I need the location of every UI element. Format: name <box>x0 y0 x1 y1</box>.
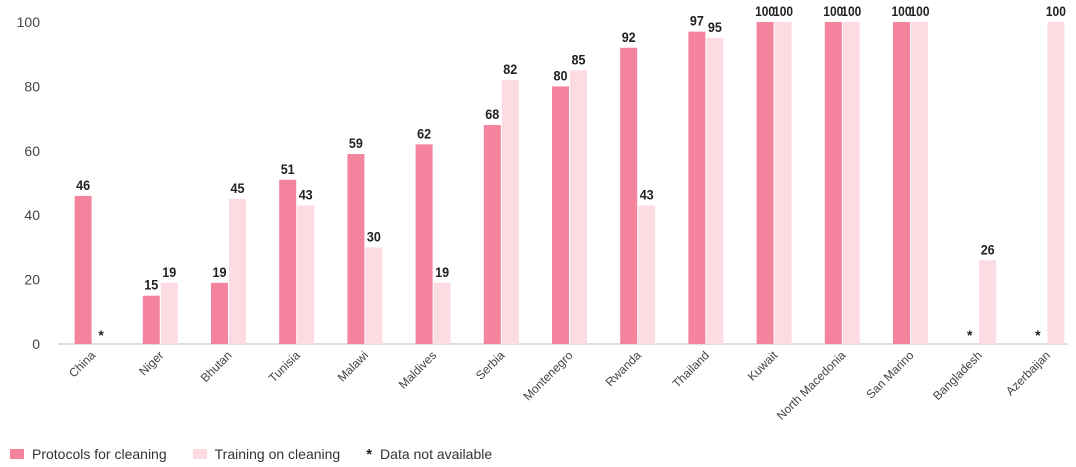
x-tick-label: Serbia <box>473 348 508 383</box>
bar-training <box>433 282 451 344</box>
data-label-training: 26 <box>981 241 995 257</box>
data-label-protocols: 46 <box>76 177 90 193</box>
bar-training <box>229 199 246 344</box>
missing-data-marker: * <box>1035 327 1041 343</box>
data-label-protocols: 15 <box>144 277 158 293</box>
bar-protocols <box>824 22 842 344</box>
data-label-protocols: 92 <box>622 29 636 45</box>
bar-training <box>774 22 792 344</box>
bar-protocols <box>142 295 160 344</box>
data-label-training: 85 <box>572 51 586 67</box>
data-label-protocols: 100 <box>823 3 843 19</box>
bar-protocols <box>756 22 774 344</box>
bar-protocols <box>415 144 433 344</box>
x-tick-label: Azerbaijan <box>1003 348 1053 398</box>
bar-training <box>979 260 997 344</box>
legend-label-not-available: Data not available <box>380 446 493 462</box>
x-tick-label: Niger <box>136 348 166 378</box>
legend-swatch-protocols <box>10 449 24 459</box>
x-tick-label: Rwanda <box>603 348 644 389</box>
x-tick-label: North Macedonia <box>774 348 849 423</box>
bar-protocols <box>279 179 297 344</box>
bar-protocols <box>552 86 569 345</box>
bar-training <box>570 70 587 345</box>
x-tick-label: Thailand <box>670 348 712 390</box>
bar-training <box>1047 22 1065 344</box>
bar-training <box>160 282 178 344</box>
data-label-training: 95 <box>708 19 722 35</box>
bar-chart: 02040608010046*China1519Niger1945Bhutan5… <box>17 3 1068 423</box>
bar-training <box>706 38 724 344</box>
x-tick-label: Maldives <box>396 348 439 391</box>
y-tick-label: 60 <box>24 143 40 159</box>
missing-data-marker: * <box>98 327 104 343</box>
bar-protocols <box>620 47 638 344</box>
x-tick-label: Bhutan <box>198 348 235 385</box>
legend-na-symbol: * <box>366 445 373 463</box>
bar-protocols <box>688 31 706 344</box>
x-tick-label: Kuwait <box>745 348 781 384</box>
bar-training <box>638 205 656 344</box>
data-label-training: 100 <box>841 3 861 19</box>
legend: Protocols for cleaning Training on clean… <box>10 444 518 464</box>
data-label-training: 43 <box>640 187 654 203</box>
x-tick-label: Montenegro <box>520 348 575 403</box>
legend-item-not-available: * Data not available <box>366 446 492 463</box>
legend-item-protocols: Protocols for cleaning <box>10 446 167 462</box>
y-tick-label: 100 <box>17 14 41 30</box>
bar-protocols <box>347 154 365 344</box>
data-label-training: 100 <box>773 3 793 19</box>
legend-label-protocols: Protocols for cleaning <box>32 446 167 462</box>
missing-data-marker: * <box>967 327 973 343</box>
legend-item-training: Training on cleaning <box>192 446 341 462</box>
x-tick-label: Tunisia <box>266 348 303 385</box>
legend-swatch-training <box>192 449 207 459</box>
bar-training <box>842 22 860 344</box>
y-tick-label: 80 <box>24 78 40 94</box>
data-label-training: 19 <box>162 264 176 280</box>
data-label-protocols: 80 <box>554 67 568 83</box>
data-label-protocols: 97 <box>690 13 704 29</box>
x-tick-label: Malawi <box>335 348 371 384</box>
data-label-protocols: 62 <box>417 125 431 141</box>
data-label-protocols: 68 <box>485 106 499 122</box>
bar-training <box>365 247 383 344</box>
x-tick-label: San Marino <box>863 348 917 402</box>
data-label-protocols: 100 <box>892 3 912 19</box>
data-label-training: 82 <box>503 61 517 77</box>
bar-training <box>297 205 315 344</box>
data-label-training: 30 <box>367 228 381 244</box>
bar-protocols <box>74 195 92 344</box>
bar-protocols <box>211 282 228 344</box>
legend-label-training: Training on cleaning <box>214 446 341 462</box>
y-tick-label: 0 <box>32 336 40 352</box>
data-label-protocols: 59 <box>349 135 363 151</box>
data-label-protocols: 51 <box>281 161 295 177</box>
data-label-training: 100 <box>1046 3 1066 19</box>
data-label-training: 19 <box>435 264 449 280</box>
data-label-training: 100 <box>910 3 930 19</box>
y-tick-label: 40 <box>24 207 40 223</box>
x-tick-label: China <box>66 348 98 380</box>
bar-protocols <box>483 125 501 344</box>
bar-training <box>501 79 519 345</box>
x-tick-label: Bangladesh <box>930 348 985 403</box>
bar-protocols <box>893 22 910 344</box>
data-label-protocols: 19 <box>213 264 227 280</box>
bar-training <box>911 22 928 344</box>
data-label-training: 45 <box>231 180 245 196</box>
data-label-protocols: 100 <box>755 3 775 19</box>
data-label-training: 43 <box>299 187 313 203</box>
y-tick-label: 20 <box>24 272 40 288</box>
